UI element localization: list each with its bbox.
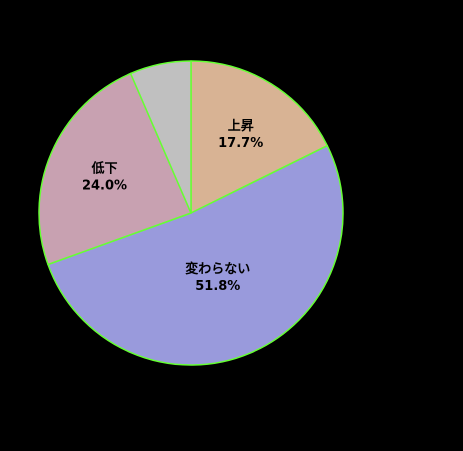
slice-name-label-2: 低下	[90, 161, 117, 177]
slice-name-label-0: 上昇	[228, 119, 254, 134]
pie-slice-3	[129, 60, 192, 214]
slice-value-label-1: 51.8%	[195, 279, 240, 294]
pie-slice-0	[190, 60, 329, 214]
slice-name-label-1: 変わらない	[185, 261, 250, 277]
slice-value-label-2: 24.0%	[82, 179, 127, 194]
pie-slice-1	[47, 144, 344, 366]
slice-value-label-0: 17.7%	[218, 136, 263, 151]
pie-slice-2	[38, 72, 192, 266]
